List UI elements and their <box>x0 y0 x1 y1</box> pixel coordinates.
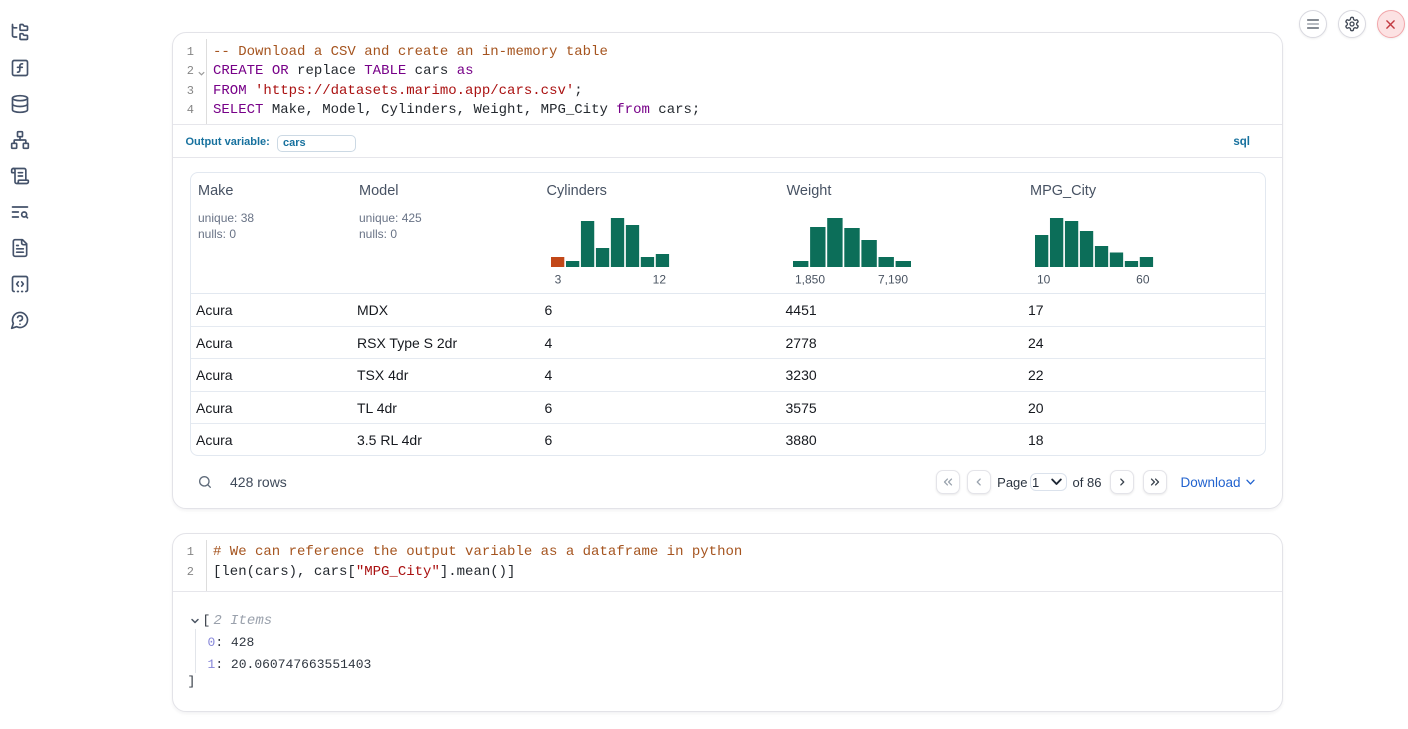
svg-text:12: 12 <box>653 273 667 287</box>
svg-text:10: 10 <box>1037 273 1051 287</box>
svg-text:3: 3 <box>555 273 562 287</box>
svg-text:60: 60 <box>1136 273 1150 287</box>
svg-text:1,850: 1,850 <box>795 273 825 287</box>
svg-text:7,190: 7,190 <box>878 273 908 287</box>
